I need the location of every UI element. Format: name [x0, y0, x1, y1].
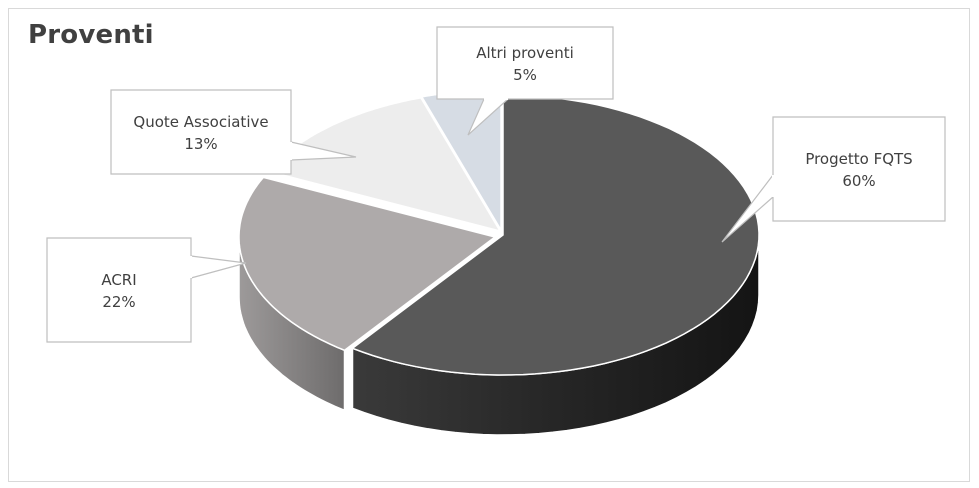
- callout-acri: ACRI 22%: [46, 237, 247, 343]
- callout-progetto-fqts: Progetto FQTS 60%: [721, 116, 946, 243]
- data-label-percent: 22%: [102, 293, 135, 311]
- callout-pointer: [290, 141, 357, 161]
- data-label-percent: 13%: [184, 135, 217, 153]
- callout-box: [772, 116, 946, 222]
- data-label-category: Quote Associative: [133, 113, 268, 131]
- callouts: Progetto FQTS 60% ACRI 22% Quote Associative…: [46, 26, 946, 343]
- chart-title: Proventi: [28, 20, 154, 50]
- pie-slice-progetto-fqts: [350, 94, 760, 376]
- callout-altri-proventi: Altri proventi 5%: [436, 26, 614, 136]
- pie-tops: [238, 89, 760, 376]
- data-label-percent: 5%: [513, 66, 537, 84]
- pie-slice-acri: [238, 176, 497, 352]
- callout-box: [46, 237, 192, 343]
- data-label-category: ACRI: [101, 271, 136, 289]
- data-label-percent: 60%: [842, 172, 875, 190]
- callout-pointer: [190, 255, 247, 279]
- callout-pointer: [467, 98, 509, 136]
- callout-quote-associative: Quote Associative 13%: [110, 89, 357, 175]
- callout-pointer: [721, 174, 774, 243]
- callout-box: [110, 89, 292, 175]
- data-label-category: Altri proventi: [476, 44, 574, 62]
- data-label-category: Progetto FQTS: [805, 150, 912, 168]
- callout-box: [436, 26, 614, 100]
